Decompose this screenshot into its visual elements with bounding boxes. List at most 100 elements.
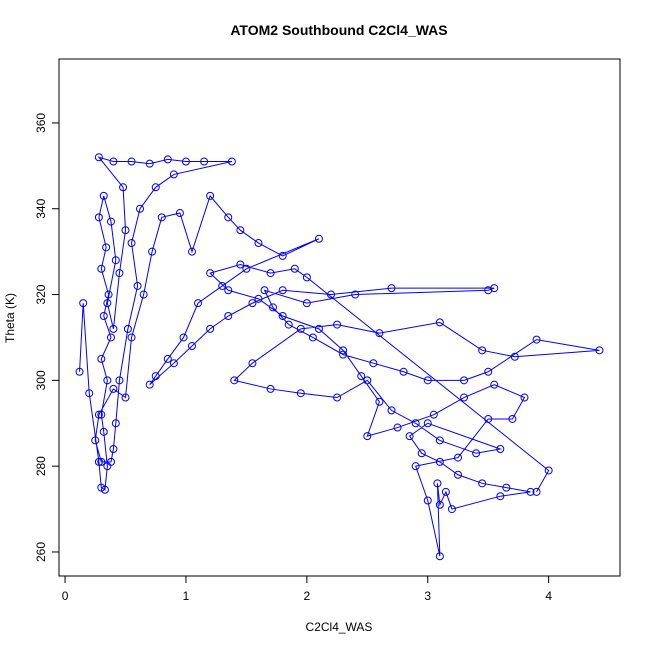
data-point — [484, 367, 493, 376]
data-point — [478, 346, 487, 355]
x-tick-label: 1 — [183, 589, 190, 603]
data-point — [278, 286, 287, 295]
x-tick-label: 3 — [424, 589, 431, 603]
data-point — [127, 239, 136, 248]
data-point — [94, 153, 103, 162]
data-point — [106, 333, 115, 342]
data-point — [179, 333, 188, 342]
x-tick-label: 0 — [62, 589, 69, 603]
data-point — [102, 243, 111, 252]
data-point — [441, 487, 450, 496]
data-point — [363, 376, 372, 385]
x-tick-label: 4 — [545, 589, 552, 603]
data-point — [484, 286, 493, 295]
data-point — [194, 299, 203, 308]
data-point — [314, 234, 323, 243]
y-tick-label: 320 — [34, 284, 48, 304]
data-point — [224, 213, 233, 222]
data-point — [218, 281, 227, 290]
data-point — [145, 380, 154, 389]
y-tick-label: 340 — [34, 198, 48, 218]
data-point — [181, 157, 190, 166]
data-point — [387, 284, 396, 293]
data-point — [106, 217, 115, 226]
data-point — [302, 299, 311, 308]
data-point — [357, 372, 366, 381]
data-point — [121, 393, 130, 402]
data-point — [284, 320, 293, 329]
data-point — [248, 359, 257, 368]
data-point — [106, 457, 115, 466]
data-point — [109, 324, 118, 333]
data-point — [94, 410, 103, 419]
data-line — [79, 156, 600, 557]
data-point — [435, 552, 444, 561]
data-point — [453, 453, 462, 462]
data-point — [163, 354, 172, 363]
data-point — [75, 367, 84, 376]
data-point — [127, 333, 136, 342]
data-point — [472, 449, 481, 458]
data-point — [254, 239, 263, 248]
data-point — [254, 294, 263, 303]
data-point — [169, 170, 178, 179]
data-point — [447, 505, 456, 514]
data-point — [496, 492, 505, 501]
data-point — [139, 290, 148, 299]
data-point — [520, 393, 529, 402]
data-point — [187, 247, 196, 256]
data-point — [478, 479, 487, 488]
data-point — [308, 333, 317, 342]
data-point — [157, 213, 166, 222]
data-point — [169, 359, 178, 368]
data-point — [532, 335, 541, 344]
data-point — [103, 299, 112, 308]
data-point — [94, 213, 103, 222]
data-point — [111, 419, 120, 428]
data-point — [423, 496, 432, 505]
data-point — [206, 269, 215, 278]
data-point — [411, 462, 420, 471]
data-point — [526, 487, 535, 496]
data-point — [187, 342, 196, 351]
data-point — [296, 324, 305, 333]
data-point — [269, 303, 278, 312]
data-point — [429, 410, 438, 419]
data-point — [236, 226, 245, 235]
data-point — [460, 393, 469, 402]
data-point — [411, 419, 420, 428]
data-point — [490, 380, 499, 389]
data-point — [433, 479, 442, 488]
data-point — [99, 311, 108, 320]
data-point — [148, 247, 157, 256]
data-point — [278, 311, 287, 320]
data-point — [85, 389, 94, 398]
data-point — [502, 483, 511, 492]
x-axis-title: C2Cl4_WAS — [306, 620, 373, 634]
data-point — [375, 329, 384, 338]
data-point — [109, 157, 118, 166]
data-point — [99, 191, 108, 200]
y-tick-label: 360 — [34, 113, 48, 133]
data-point — [97, 410, 106, 419]
data-point — [121, 226, 130, 235]
data-point — [453, 470, 462, 479]
data-point — [369, 359, 378, 368]
data-point — [136, 204, 145, 213]
data-point — [351, 290, 360, 299]
data-point — [230, 376, 239, 385]
data-point — [595, 346, 604, 355]
data-point — [127, 157, 136, 166]
data-point — [417, 449, 426, 458]
data-point — [79, 299, 88, 308]
data-point — [163, 155, 172, 164]
y-tick-label: 280 — [34, 456, 48, 476]
data-point — [115, 269, 124, 278]
data-point — [236, 260, 245, 269]
y-tick-label: 260 — [34, 542, 48, 562]
data-point — [224, 286, 233, 295]
data-point — [333, 320, 342, 329]
data-point — [302, 273, 311, 282]
data-point — [151, 183, 160, 192]
